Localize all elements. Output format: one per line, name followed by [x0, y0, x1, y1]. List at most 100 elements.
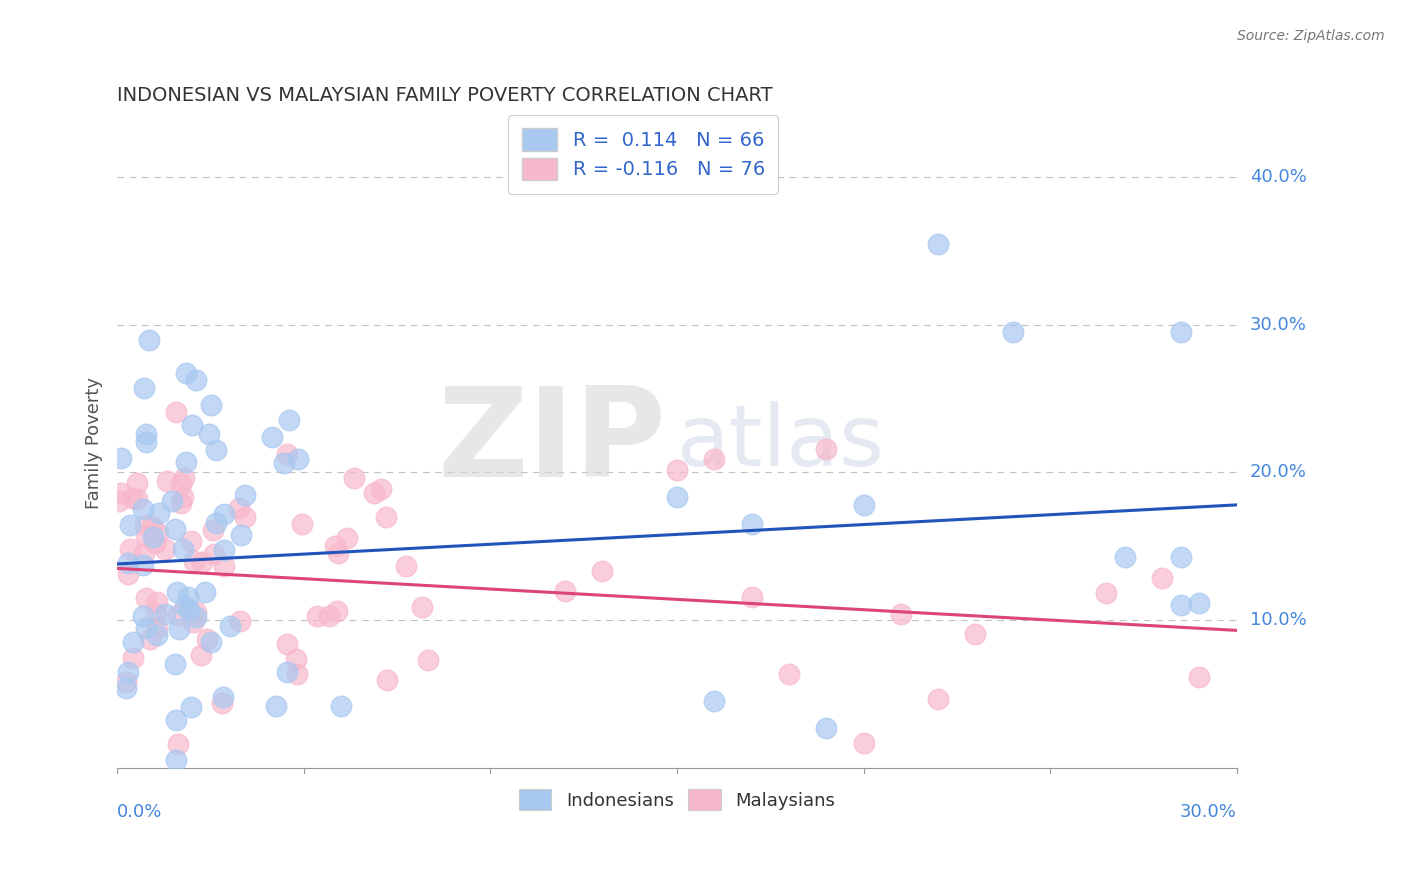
- Point: [114, 675, 136, 690]
- Point: [778, 666, 800, 681]
- Point: [146, 595, 169, 609]
- Point: [180, 700, 202, 714]
- Point: [741, 590, 763, 604]
- Text: 10.0%: 10.0%: [1250, 611, 1306, 629]
- Point: [146, 525, 169, 540]
- Point: [160, 494, 183, 508]
- Point: [212, 543, 235, 558]
- Point: [965, 627, 987, 641]
- Point: [370, 483, 392, 497]
- Point: [285, 667, 308, 681]
- Text: INDONESIAN VS MALAYSIAN FAMILY POVERTY CORRELATION CHART: INDONESIAN VS MALAYSIAN FAMILY POVERTY C…: [117, 87, 773, 105]
- Point: [180, 533, 202, 548]
- Point: [145, 628, 167, 642]
- Point: [1170, 598, 1192, 612]
- Point: [395, 558, 418, 573]
- Point: [852, 736, 875, 750]
- Point: [416, 653, 439, 667]
- Point: [307, 609, 329, 624]
- Point: [138, 333, 160, 347]
- Text: 40.0%: 40.0%: [1250, 168, 1308, 186]
- Point: [198, 426, 221, 441]
- Text: 30.0%: 30.0%: [1180, 804, 1237, 822]
- Point: [195, 632, 218, 646]
- Point: [927, 692, 949, 706]
- Point: [163, 657, 186, 671]
- Point: [174, 599, 197, 614]
- Point: [107, 493, 129, 508]
- Point: [229, 528, 252, 542]
- Point: [205, 516, 228, 530]
- Text: 20.0%: 20.0%: [1250, 464, 1308, 482]
- Point: [132, 381, 155, 395]
- Point: [167, 607, 190, 622]
- Point: [202, 523, 225, 537]
- Point: [125, 491, 148, 506]
- Point: [165, 753, 187, 767]
- Point: [318, 609, 340, 624]
- Point: [153, 542, 176, 557]
- Point: [186, 373, 208, 387]
- Point: [554, 584, 576, 599]
- Point: [927, 236, 949, 251]
- Point: [135, 591, 157, 606]
- Point: [163, 522, 186, 536]
- Point: [703, 694, 725, 708]
- Point: [219, 619, 242, 633]
- Point: [205, 443, 228, 458]
- Point: [176, 366, 198, 380]
- Point: [815, 721, 838, 735]
- Point: [165, 713, 187, 727]
- Point: [1114, 550, 1136, 565]
- Point: [170, 477, 193, 491]
- Point: [375, 673, 398, 687]
- Point: [173, 471, 195, 485]
- Point: [191, 555, 214, 569]
- Point: [1188, 670, 1211, 684]
- Point: [153, 607, 176, 621]
- Point: [167, 622, 190, 636]
- Point: [132, 502, 155, 516]
- Text: ZIP: ZIP: [437, 383, 666, 503]
- Point: [211, 696, 233, 710]
- Point: [143, 535, 166, 549]
- Text: 30.0%: 30.0%: [1250, 316, 1308, 334]
- Point: [276, 447, 298, 461]
- Point: [121, 491, 143, 505]
- Point: [110, 486, 132, 500]
- Point: [177, 591, 200, 605]
- Point: [285, 651, 308, 665]
- Point: [228, 500, 250, 515]
- Point: [145, 607, 167, 621]
- Point: [184, 605, 207, 619]
- Point: [167, 737, 190, 751]
- Point: [190, 648, 212, 663]
- Text: 0.0%: 0.0%: [117, 804, 163, 822]
- Point: [148, 506, 170, 520]
- Point: [110, 451, 132, 466]
- Point: [165, 404, 187, 418]
- Point: [336, 531, 359, 545]
- Point: [142, 530, 165, 544]
- Point: [174, 455, 197, 469]
- Point: [131, 558, 153, 573]
- Point: [1095, 585, 1118, 599]
- Point: [411, 600, 433, 615]
- Point: [181, 418, 204, 433]
- Point: [1150, 571, 1173, 585]
- Point: [343, 471, 366, 485]
- Point: [276, 637, 298, 651]
- Text: Source: ZipAtlas.com: Source: ZipAtlas.com: [1237, 29, 1385, 43]
- Point: [125, 475, 148, 490]
- Text: atlas: atlas: [676, 401, 884, 484]
- Point: [229, 615, 252, 629]
- Point: [181, 615, 204, 629]
- Point: [665, 490, 688, 504]
- Point: [200, 398, 222, 412]
- Point: [276, 665, 298, 679]
- Point: [329, 698, 352, 713]
- Point: [1001, 325, 1024, 339]
- Point: [323, 539, 346, 553]
- Point: [183, 554, 205, 568]
- Point: [1170, 325, 1192, 339]
